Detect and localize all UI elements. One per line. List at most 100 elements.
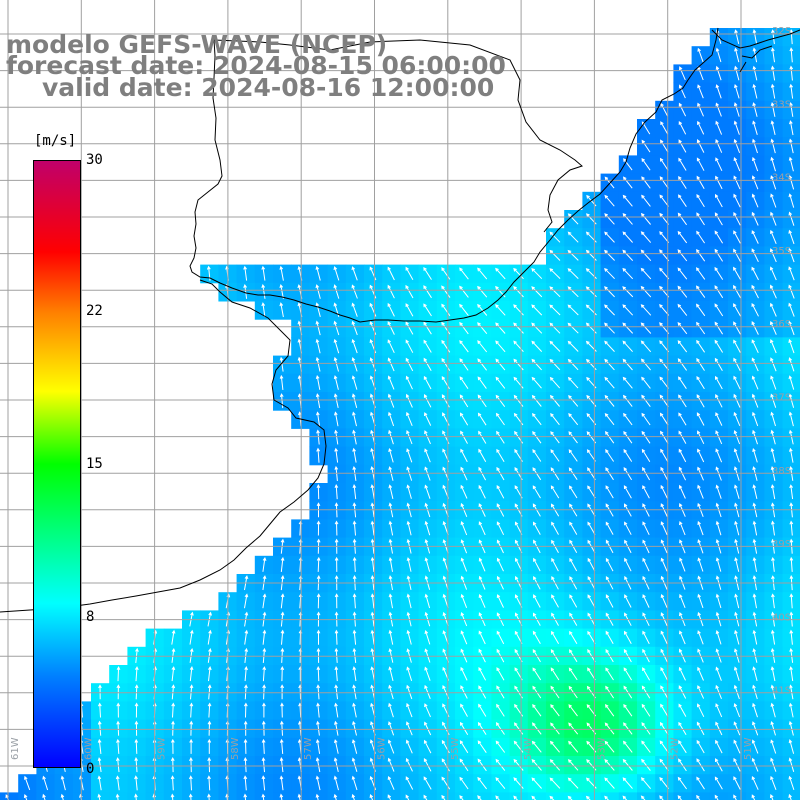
wind-arrow: [531, 340, 543, 352]
wind-arrow: [549, 231, 561, 243]
wind-arrow: [752, 120, 758, 135]
wind-arrow: [405, 375, 413, 390]
wind-cell: [436, 792, 456, 800]
wind-arrow: [478, 521, 486, 536]
wind-arrow: [567, 777, 579, 789]
wind-arrow: [405, 284, 414, 299]
title-valid-date: valid date: 2024-08-16 12:00:00: [42, 73, 495, 102]
wind-arrow: [568, 467, 578, 480]
wind-arrow: [352, 593, 357, 609]
wind-arrow: [751, 248, 759, 263]
wind-arrow: [243, 283, 248, 299]
wind-arrow: [478, 666, 487, 681]
wind-arrow: [697, 484, 704, 499]
wind-arrow: [788, 320, 795, 336]
wind-arrow: [770, 629, 776, 645]
wind-arrow: [733, 303, 742, 317]
wind-arrow: [789, 465, 794, 481]
coastline-south: [0, 279, 327, 613]
wind-arrow: [642, 630, 650, 645]
wind-arrow: [623, 158, 633, 171]
wind-arrow: [696, 175, 705, 190]
wind-arrow: [696, 758, 705, 772]
wind-arrow: [734, 65, 740, 81]
wind-arrow: [677, 776, 688, 790]
wind-arrow: [513, 286, 524, 298]
wind-arrow: [567, 322, 579, 334]
wind-arrow: [640, 340, 652, 353]
wind-arrow: [659, 721, 669, 735]
wind-arrow: [334, 556, 339, 572]
wind-arrow: [477, 394, 487, 408]
wind-arrow: [604, 213, 615, 225]
wind-arrow: [116, 666, 121, 682]
wind-arrow: [387, 357, 395, 372]
wind-cell: [509, 792, 529, 800]
wind-arrow: [115, 775, 120, 791]
wind-arrow: [788, 702, 794, 718]
wind-arrow: [641, 394, 651, 407]
wind-arrow: [423, 303, 432, 317]
longitude-label: 56W: [377, 737, 388, 760]
wind-arrow: [441, 776, 451, 790]
wind-arrow: [567, 231, 579, 243]
wind-arrow: [406, 721, 413, 736]
wind-arrow: [351, 775, 358, 791]
title-model: modelo GEFS-WAVE (NCEP): [6, 30, 388, 59]
wind-arrow: [496, 703, 505, 717]
wind-arrow: [715, 721, 723, 736]
wind-arrow: [622, 777, 633, 789]
wind-arrow: [734, 47, 740, 63]
wind-arrow: [134, 757, 139, 773]
wind-cell: [637, 792, 656, 800]
wind-arrow: [315, 393, 321, 409]
wind-arrow: [550, 485, 560, 499]
wind-arrow: [387, 775, 395, 790]
wind-arrow: [569, 594, 578, 608]
wind-arrow: [496, 484, 505, 499]
wind-arrow: [770, 666, 776, 682]
wind-arrow: [623, 430, 633, 444]
wind-arrow: [752, 138, 758, 154]
wind-arrow: [531, 795, 537, 800]
wind-arrow: [642, 667, 651, 681]
wind-arrow: [477, 776, 487, 790]
wind-arrow: [333, 338, 340, 354]
wind-arrow: [678, 194, 687, 207]
wind-arrow: [715, 448, 723, 463]
wind-arrow: [640, 212, 651, 225]
wind-arrow: [387, 375, 395, 390]
wind-arrow: [424, 430, 431, 445]
wind-arrow: [770, 175, 777, 190]
wind-arrow: [789, 101, 794, 117]
wind-arrow: [789, 29, 794, 45]
wind-arrow: [189, 629, 194, 645]
wind-arrow: [170, 793, 175, 800]
wind-arrow: [352, 556, 357, 572]
wind-arrow: [622, 394, 633, 407]
wind-arrow: [351, 393, 358, 409]
wind-arrow: [495, 758, 506, 771]
wind-arrow: [406, 466, 413, 481]
wind-arrow: [477, 721, 487, 735]
wind-cell: [345, 792, 365, 800]
wind-arrow: [406, 702, 413, 718]
wind-arrow: [60, 793, 65, 800]
wind-arrow: [568, 722, 579, 735]
wind-arrow: [370, 629, 375, 645]
wind-arrow: [604, 231, 615, 243]
wind-arrow: [641, 376, 651, 389]
wind-arrow: [714, 303, 724, 317]
wind-arrow: [770, 101, 776, 117]
wind-arrow: [788, 266, 795, 281]
wind-arrow: [769, 284, 777, 299]
wind-arrow: [261, 302, 266, 318]
wind-arrow: [531, 394, 542, 407]
wind-arrow: [715, 412, 723, 426]
wind-arrow: [459, 795, 464, 800]
wind-arrow: [170, 757, 175, 773]
wind-arrow: [789, 666, 794, 682]
wind-arrow: [788, 720, 794, 736]
wind-arrow: [660, 121, 669, 135]
